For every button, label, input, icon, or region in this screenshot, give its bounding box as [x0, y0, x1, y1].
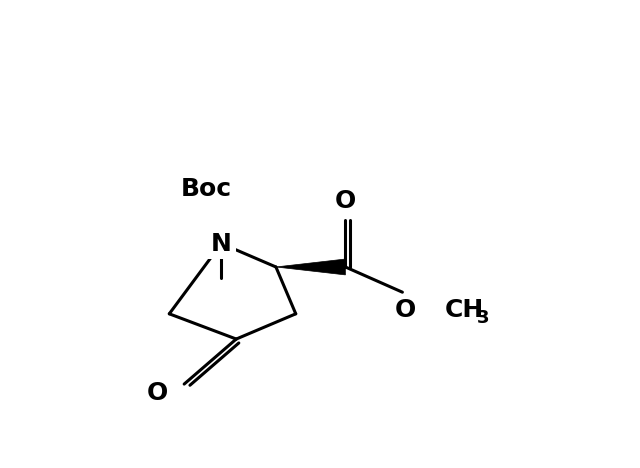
Text: N: N: [211, 232, 232, 256]
Text: Boc: Boc: [181, 177, 232, 202]
Text: CH: CH: [445, 298, 484, 322]
Text: O: O: [147, 381, 168, 405]
Text: O: O: [394, 298, 415, 322]
Text: 3: 3: [477, 309, 490, 327]
Text: O: O: [335, 189, 356, 213]
Polygon shape: [276, 259, 346, 275]
